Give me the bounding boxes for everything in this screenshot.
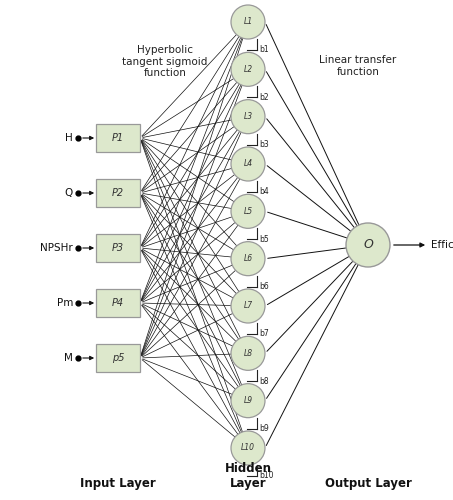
FancyBboxPatch shape	[96, 179, 140, 207]
Circle shape	[231, 289, 265, 323]
Text: b7: b7	[260, 330, 269, 338]
Text: b5: b5	[260, 235, 269, 244]
FancyBboxPatch shape	[96, 234, 140, 262]
Text: L9: L9	[243, 396, 253, 405]
Text: b6: b6	[260, 282, 269, 291]
Text: L5: L5	[243, 207, 253, 216]
Text: b3: b3	[260, 140, 269, 149]
Text: P3: P3	[112, 243, 124, 253]
FancyBboxPatch shape	[96, 344, 140, 372]
Text: L7: L7	[243, 302, 253, 310]
Circle shape	[231, 242, 265, 276]
Circle shape	[346, 223, 390, 267]
Text: Hidden
Layer: Hidden Layer	[225, 462, 271, 490]
Text: b2: b2	[260, 93, 269, 102]
FancyBboxPatch shape	[96, 289, 140, 317]
Text: L10: L10	[241, 444, 255, 452]
Circle shape	[231, 52, 265, 86]
Circle shape	[231, 5, 265, 39]
Circle shape	[231, 147, 265, 181]
Text: L2: L2	[243, 65, 253, 74]
Text: b8: b8	[260, 377, 269, 386]
Text: P4: P4	[112, 298, 124, 308]
Text: O: O	[363, 238, 373, 252]
Text: Q: Q	[65, 188, 73, 198]
Text: H: H	[65, 133, 73, 143]
Circle shape	[231, 431, 265, 465]
Circle shape	[231, 194, 265, 228]
Text: L4: L4	[243, 160, 253, 168]
Text: Hyperbolic
tangent sigmoid
function: Hyperbolic tangent sigmoid function	[122, 45, 207, 78]
FancyBboxPatch shape	[96, 124, 140, 152]
Text: b9: b9	[260, 424, 269, 433]
Text: M: M	[64, 353, 73, 363]
Circle shape	[231, 336, 265, 370]
Text: L6: L6	[243, 254, 253, 263]
Circle shape	[231, 100, 265, 134]
Text: Pm: Pm	[57, 298, 73, 308]
Text: L3: L3	[243, 112, 253, 121]
Text: L8: L8	[243, 349, 253, 358]
Text: P2: P2	[112, 188, 124, 198]
Text: b4: b4	[260, 188, 269, 196]
Text: Linear transfer
function: Linear transfer function	[319, 55, 397, 76]
Text: NPSHr: NPSHr	[40, 243, 73, 253]
Text: Efficiency: Efficiency	[431, 240, 453, 250]
Text: Input Layer: Input Layer	[80, 477, 156, 490]
Text: b10: b10	[260, 472, 274, 480]
Text: P1: P1	[112, 133, 124, 143]
Circle shape	[231, 384, 265, 418]
Text: Output Layer: Output Layer	[324, 477, 411, 490]
Text: L1: L1	[243, 18, 253, 26]
Text: b1: b1	[260, 46, 269, 54]
Text: p5: p5	[112, 353, 124, 363]
